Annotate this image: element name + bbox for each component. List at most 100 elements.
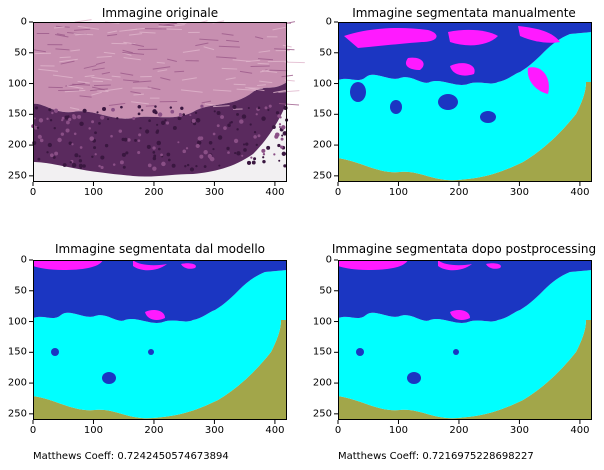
nucleus-texture: [227, 151, 230, 154]
y-tick-label: 200: [312, 139, 332, 151]
nucleus-texture: [79, 121, 84, 127]
x-tick-label: 200: [449, 187, 469, 198]
nucleus-texture: [253, 135, 257, 139]
fiber-texture: [59, 56, 71, 59]
nucleus-texture: [53, 126, 56, 130]
nucleus-texture: [38, 118, 44, 123]
nucleus-texture: [71, 163, 77, 168]
fiber-texture: [122, 49, 133, 54]
magenta-region: [133, 260, 167, 271]
fiber-texture: [221, 67, 238, 70]
y-tick-label: 150: [7, 346, 27, 358]
fiber-texture: [55, 33, 69, 38]
fiber-texture: [64, 89, 86, 93]
dermal-island: [350, 82, 366, 102]
fiber-texture: [123, 41, 136, 45]
fiber-texture: [96, 90, 109, 92]
fiber-texture: [84, 74, 95, 78]
nucleus-texture: [47, 142, 52, 148]
nucleus-texture: [119, 160, 124, 165]
fiber-texture: [182, 49, 200, 53]
fiber-texture: [174, 70, 185, 73]
dermis-region: [33, 260, 287, 323]
axes-frame: [338, 260, 592, 420]
fiber-texture: [181, 77, 197, 81]
fiber-texture: [201, 100, 212, 104]
y-tick-label: 50: [14, 47, 27, 59]
nucleus-texture: [148, 119, 151, 123]
nucleus-texture: [134, 138, 138, 142]
y-tick-label: 250: [312, 170, 332, 182]
fiber-texture: [199, 38, 219, 41]
y-tick-label: 0: [325, 16, 332, 28]
nucleus-texture: [137, 139, 141, 142]
nucleus-texture: [242, 143, 246, 146]
nucleus-texture: [46, 117, 49, 121]
x-tick-label: 200: [449, 425, 469, 436]
nucleus-texture: [236, 128, 239, 131]
nucleus-texture: [66, 120, 70, 125]
x-tick-label: 200: [144, 187, 164, 198]
nucleus-texture: [185, 147, 189, 150]
magenta-region: [145, 310, 165, 320]
magenta-region: [181, 263, 196, 269]
nucleus-texture: [160, 120, 166, 125]
nucleus-texture: [208, 141, 213, 145]
nucleus-texture: [121, 152, 126, 157]
fiber-texture: [130, 91, 141, 94]
nucleus-texture: [277, 114, 281, 118]
fiber-texture: [221, 33, 234, 36]
nucleus-texture: [261, 116, 266, 121]
y-tick-label: 250: [7, 408, 27, 420]
nucleus-texture: [118, 129, 123, 133]
nucleus-texture: [182, 113, 186, 116]
magenta-region: [527, 67, 549, 94]
nucleus-texture: [89, 136, 95, 141]
magenta-region: [450, 63, 475, 76]
fiber-texture: [33, 49, 46, 53]
nucleus-texture: [203, 165, 207, 168]
nucleus-texture: [49, 118, 53, 122]
nucleus-texture: [100, 115, 105, 120]
nucleus-texture: [110, 134, 113, 138]
nucleus-texture: [243, 148, 247, 152]
nucleus-texture: [49, 153, 54, 158]
x-tick-label: 100: [388, 187, 409, 198]
nucleus-texture: [120, 105, 123, 109]
nucleus-texture: [54, 151, 59, 156]
nucleus-texture: [169, 106, 173, 109]
fiber-texture: [232, 59, 251, 62]
y-tick-label: 150: [312, 108, 332, 120]
fiber-texture: [258, 50, 271, 53]
nucleus-texture: [153, 154, 157, 158]
fiber-texture: [257, 58, 274, 61]
nucleus-texture: [257, 106, 261, 110]
nucleus-texture: [122, 165, 126, 169]
x-tick-label: 0: [334, 425, 342, 436]
magenta-region: [448, 29, 498, 46]
x-tick-label: 400: [570, 187, 590, 198]
nucleus-texture: [247, 106, 250, 110]
fiber-texture: [204, 103, 216, 106]
fiber-texture: [160, 77, 171, 81]
nucleus-texture: [67, 115, 70, 118]
nucleus-texture: [74, 153, 79, 158]
nucleus-texture: [93, 146, 97, 150]
nucleus-texture: [216, 110, 221, 115]
nucleus-texture: [34, 106, 39, 110]
fiber-texture: [284, 61, 305, 64]
dermis-region: [338, 260, 592, 323]
fiber-texture: [273, 89, 288, 94]
fiber-texture: [233, 83, 246, 86]
nucleus-texture: [157, 147, 161, 151]
fiber-texture: [248, 87, 265, 92]
fiber-texture: [132, 80, 152, 83]
nucleus-texture: [112, 163, 116, 166]
nucleus-texture: [212, 148, 215, 151]
nucleus-texture: [245, 142, 249, 146]
manual-segmentation-panel: [334, 21, 592, 186]
nucleus-texture: [167, 158, 171, 162]
fiber-texture: [157, 69, 168, 72]
nucleus-texture: [282, 131, 288, 136]
nucleus-texture: [280, 137, 284, 141]
